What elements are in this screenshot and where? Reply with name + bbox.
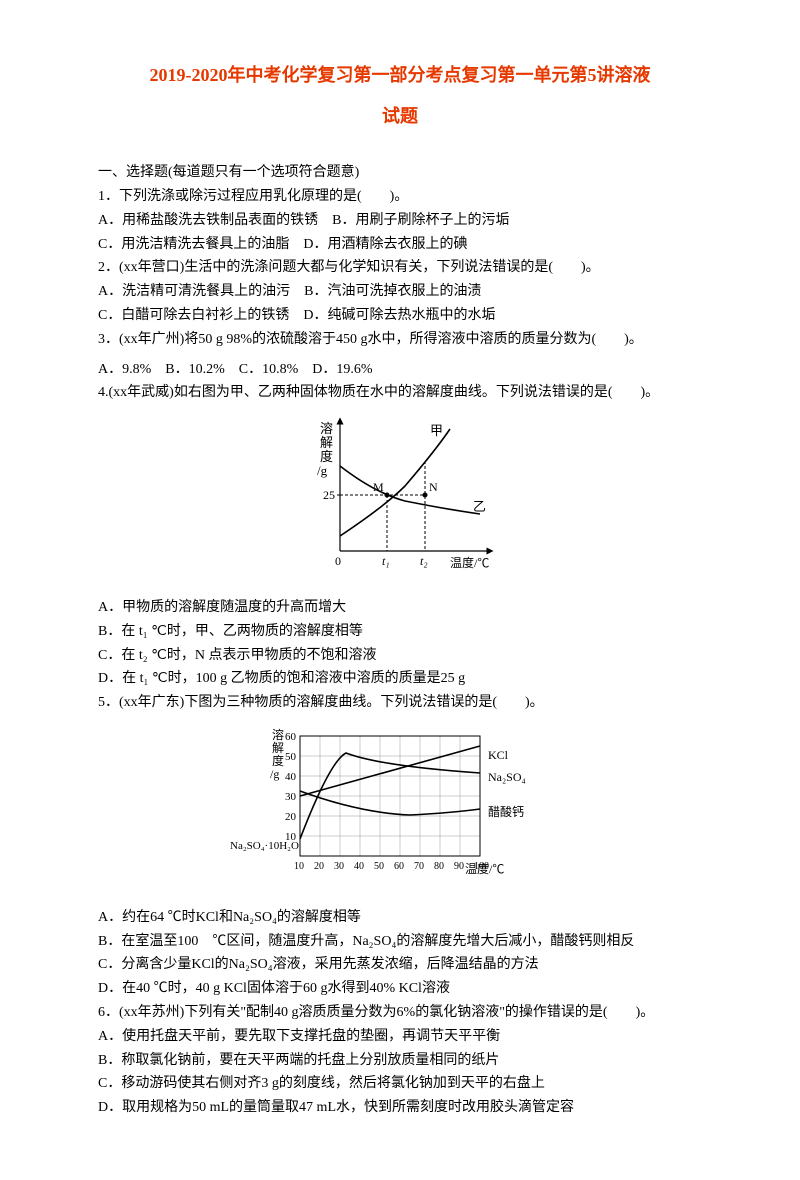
- svg-text:甲: 甲: [430, 423, 443, 438]
- q6-stem: 6．(xx年苏州)下列有关"配制40 g溶质质量分数为6%的氯化钠溶液"的操作错…: [70, 1001, 730, 1025]
- svg-text:40: 40: [285, 771, 297, 783]
- svg-text:50: 50: [374, 861, 384, 872]
- q6-opt-a: A．使用托盘天平前，要先取下支撑托盘的垫圈，再调节天平平衡: [70, 1025, 730, 1049]
- q4-stem: 4.(xx年武威)如右图为甲、乙两种固体物质在水中的溶解度曲线。下列说法错误的是…: [70, 381, 730, 405]
- q1-opts-ab: A．用稀盐酸洗去铁制品表面的铁锈 B．用刷子刷除杯子上的污垢: [70, 209, 730, 233]
- q1-stem: 1．下列洗涤或除污过程应用乳化原理的是( )。: [70, 185, 730, 209]
- svg-text:Na₂SO₄: Na₂SO₄: [488, 770, 526, 784]
- q3-stem: 3．(xx年广州)将50 g 98%的浓硫酸溶于450 g水中，所得溶液中溶质的…: [70, 328, 730, 352]
- svg-text:t₁: t₁: [382, 554, 390, 568]
- q4-opt-c: C．在 t₂ ℃时，N 点表示甲物质的不饱和溶液: [70, 644, 730, 668]
- svg-text:解: 解: [272, 741, 284, 755]
- svg-text:60: 60: [394, 861, 404, 872]
- svg-text:30: 30: [285, 791, 297, 803]
- q3-opts: A．9.8% B．10.2% C．10.8% D．19.6%: [70, 358, 730, 382]
- svg-text:N: N: [429, 480, 438, 494]
- svg-text:0: 0: [335, 554, 341, 568]
- svg-text:温度/℃: 温度/℃: [450, 555, 489, 570]
- svg-text:50: 50: [285, 751, 297, 763]
- q5-opt-b: B．在室温至100 ℃区间，随温度升高，Na₂SO₄的溶解度先增大后减小，醋酸钙…: [70, 930, 730, 954]
- svg-text:100: 100: [474, 861, 489, 872]
- svg-text:M: M: [373, 480, 384, 494]
- svg-text:/g: /g: [270, 767, 279, 781]
- svg-text:t₂: t₂: [420, 554, 428, 568]
- q1-opts-cd: C．用洗洁精洗去餐具上的油脂 D．用酒精除去衣服上的碘: [70, 233, 730, 257]
- svg-text:40: 40: [354, 861, 364, 872]
- q5-stem: 5．(xx年广东)下图为三种物质的溶解度曲线。下列说法错误的是( )。: [70, 691, 730, 715]
- q4-opt-a: A．甲物质的溶解度随温度的升高而增大: [70, 596, 730, 620]
- q2-opts-cd: C．白醋可除去白衬衫上的铁锈 D．纯碱可除去热水瓶中的水垢: [70, 304, 730, 328]
- q5-opt-a: A．约在64 ℃时KCl和Na₂SO₄的溶解度相等: [70, 906, 730, 930]
- figure-2: 溶 解 度 /g 温度/℃ KCl Na₂SO₄ 醋酸钙 Na₂SO₄·10H₂…: [70, 721, 730, 900]
- svg-text:溶: 溶: [320, 421, 333, 436]
- section-heading: 一、选择题(每道题只有一个选项符合题意): [70, 161, 730, 185]
- svg-text:10: 10: [285, 831, 297, 843]
- svg-text:溶: 溶: [272, 727, 284, 742]
- svg-text:度: 度: [320, 449, 333, 464]
- q4-opt-b: B．在 t₁ ℃时，甲、乙两物质的溶解度相等: [70, 620, 730, 644]
- q5-opt-c: C．分离含少量KCl的Na₂SO₄溶液，采用先蒸发浓缩，后降温结晶的方法: [70, 953, 730, 977]
- svg-text:80: 80: [434, 861, 444, 872]
- svg-text:60: 60: [285, 731, 297, 743]
- svg-text:度: 度: [272, 753, 284, 768]
- q6-opt-d: D．取用规格为50 mL的量筒量取47 mL水，快到所需刻度时改用胶头滴管定容: [70, 1096, 730, 1120]
- svg-text:30: 30: [334, 861, 344, 872]
- q2-stem: 2．(xx年营口)生活中的洗涤问题大都与化学知识有关，下列说法错误的是( )。: [70, 256, 730, 280]
- svg-text:解: 解: [320, 435, 333, 450]
- figure-1: 溶 解 度 /g 甲 乙 M N 25 0 t₁ t₂ 温度/℃: [70, 411, 730, 590]
- q6-opt-b: B．称取氯化钠前，要在天平两端的托盘上分别放质量相同的纸片: [70, 1049, 730, 1073]
- svg-text:/g: /g: [317, 463, 328, 478]
- svg-text:25: 25: [323, 488, 335, 502]
- q6-opt-c: C．移动游码使其右侧对齐3 g的刻度线，然后将氯化钠加到天平的右盘上: [70, 1072, 730, 1096]
- svg-text:20: 20: [285, 811, 297, 823]
- q5-opt-d: D．在40 ℃时，40 g KCl固体溶于60 g水得到40% KCl溶液: [70, 977, 730, 1001]
- svg-text:10: 10: [294, 861, 304, 872]
- q2-opts-ab: A．洗洁精可清洗餐具上的油污 B．汽油可洗掉衣服上的油渍: [70, 280, 730, 304]
- svg-text:90: 90: [454, 861, 464, 872]
- svg-text:醋酸钙: 醋酸钙: [488, 804, 524, 819]
- doc-title-line2: 试题: [70, 101, 730, 132]
- svg-text:KCl: KCl: [488, 748, 509, 762]
- doc-title-line1: 2019-2020年中考化学复习第一部分考点复习第一单元第5讲溶液: [70, 60, 730, 91]
- svg-text:70: 70: [414, 861, 424, 872]
- q4-opt-d: D．在 t₁ ℃时，100 g 乙物质的饱和溶液中溶质的质量是25 g: [70, 667, 730, 691]
- svg-text:乙: 乙: [473, 499, 486, 514]
- svg-text:20: 20: [314, 861, 324, 872]
